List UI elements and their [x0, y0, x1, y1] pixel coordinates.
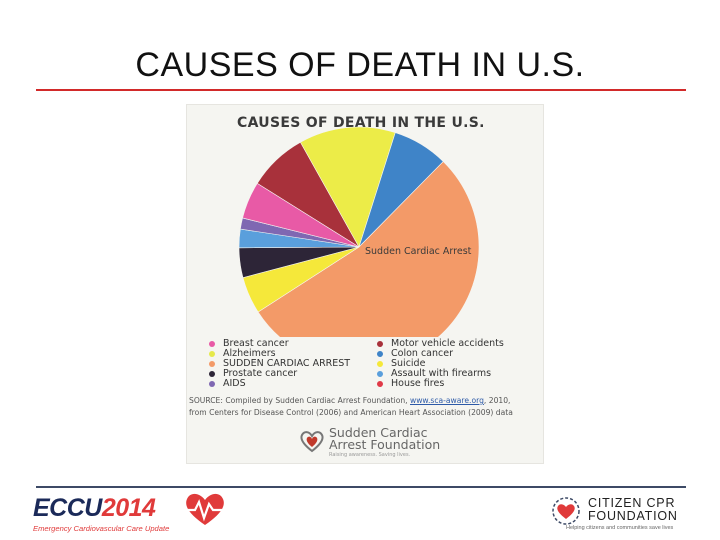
sca-foundation-logo: Sudden Cardiac Arrest Foundation Raising…: [299, 425, 469, 459]
source-suffix: , 2010,: [483, 396, 511, 405]
chart-source-note: SOURCE: Compiled by Sudden Cardiac Arres…: [189, 395, 541, 419]
legend-label: Motor vehicle accidents: [391, 338, 504, 349]
legend-label: AIDS: [223, 378, 246, 389]
legend-swatch: [209, 370, 215, 377]
legend-label: House fires: [391, 378, 445, 389]
pie-chart: Sudden Cardiac Arrest: [238, 126, 480, 337]
legend-swatch: [377, 360, 383, 367]
legend-label: Prostate cancer: [223, 368, 298, 379]
source-text: SOURCE: Compiled by Sudden Cardiac Arres…: [189, 396, 411, 405]
legend-swatch: [209, 340, 215, 347]
legend-item: Motor vehicle accidents: [377, 339, 537, 349]
legend-item: Assault with firearms: [377, 369, 537, 379]
legend-swatch: [377, 340, 383, 347]
legend-item: Breast cancer: [209, 339, 369, 349]
legend-label: SUDDEN CARDIAC ARREST: [223, 358, 351, 369]
legend-column-right: Motor vehicle accidents Colon cancer Suici…: [377, 339, 537, 389]
legend-label: Breast cancer: [223, 338, 289, 349]
legend-swatch: [209, 350, 215, 357]
legend-item: Prostate cancer: [209, 369, 369, 379]
legend-label: Colon cancer: [391, 348, 453, 359]
footer-divider: [36, 486, 686, 488]
legend-item: Suicide: [377, 359, 537, 369]
pie-slice-alzheimers: [300, 126, 396, 248]
legend-label: Alzheimers: [223, 348, 276, 359]
eccu-logo: ECCU2014 Emergency Cardiovascular Care U…: [33, 493, 225, 534]
citizen-cpr-logo: CITIZEN CPR FOUNDATION Helping citizens …: [548, 494, 688, 534]
pie-slice-breast-cancer: [242, 182, 360, 248]
eccu-year: 2014: [101, 494, 156, 522]
legend-swatch: [209, 380, 215, 387]
source-line-2: from Centers for Disease Control (2006) …: [189, 408, 513, 417]
sca-logo-tagline: Raising awareness. Saving lives.: [329, 452, 411, 458]
cpr-logo-line-1: CITIZEN CPR: [588, 496, 676, 510]
sca-logo-line-2: Arrest Foundation: [329, 437, 441, 452]
legend-label: Assault with firearms: [391, 368, 492, 379]
legend-swatch: [377, 370, 383, 377]
legend-item: Alzheimers: [209, 349, 369, 359]
cpr-logo-tagline: Helping citizens and communities save li…: [566, 525, 674, 531]
legend-item: House fires: [377, 379, 537, 389]
eccu-subtitle: Emergency Cardiovascular Care Update: [33, 524, 170, 533]
legend-item: AIDS: [209, 379, 369, 389]
heart-hands-icon: [300, 431, 324, 453]
chart-title: CAUSES OF DEATH IN THE U.S.: [237, 115, 485, 131]
slide-title: CAUSES OF DEATH IN U.S.: [135, 46, 585, 84]
eccu-brand: ECCU: [33, 494, 102, 522]
heart-pulse-icon: [185, 493, 225, 525]
legend-swatch: [377, 350, 383, 357]
sca-logo-name: Sudden Cardiac Arrest Foundation: [329, 425, 441, 452]
legend-swatch: [209, 360, 215, 367]
chart-panel: CAUSES OF DEATH IN THE U.S. Sudden Cardi…: [186, 104, 544, 464]
legend-swatch: [377, 380, 383, 387]
legend-column-left: Breast cancer Alzheimers SUDDEN CARDIAC AR…: [209, 339, 369, 389]
cpr-emblem-icon: [552, 497, 580, 525]
cpr-logo-line-2: FOUNDATION: [588, 509, 678, 523]
legend-item: SUDDEN CARDIAC ARREST: [209, 359, 369, 369]
source-link[interactable]: www.sca-aware.org: [410, 396, 484, 405]
eccu-wordmark: ECCU2014: [33, 494, 156, 523]
sca-logo-line-1: Sudden Cardiac: [329, 425, 428, 440]
legend-label: Suicide: [391, 358, 426, 369]
pie-slice-sudden-cardiac-arrest: [257, 161, 480, 337]
legend-item: Colon cancer: [377, 349, 537, 359]
slice-annotation-label: Sudden Cardiac Arrest: [365, 246, 472, 257]
title-divider: [36, 89, 686, 91]
